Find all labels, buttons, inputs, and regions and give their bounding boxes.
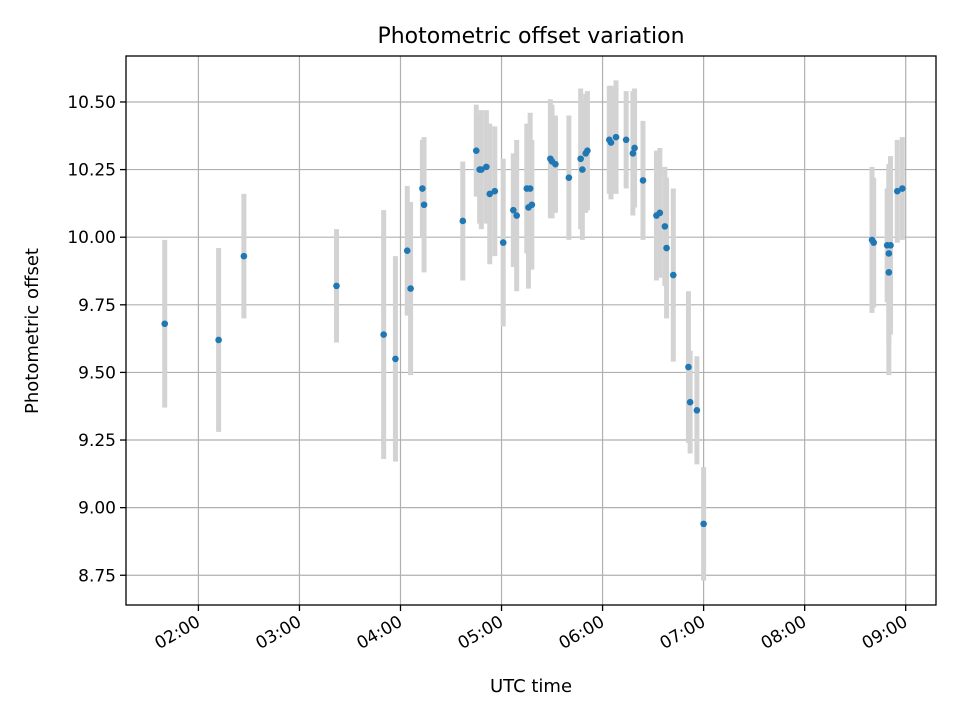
data-point [887, 242, 894, 249]
data-point [499, 239, 507, 246]
data-point [661, 223, 669, 230]
y-tick-label: 10.50 [67, 93, 116, 113]
x-tick-label: 03:00 [253, 612, 305, 654]
x-tick-label: 06:00 [556, 612, 608, 654]
data-point [622, 136, 630, 144]
data-point [584, 147, 591, 154]
data-point [483, 163, 490, 171]
data-point [161, 320, 169, 328]
data-point [513, 212, 520, 219]
data-point [693, 406, 701, 414]
data-point [215, 336, 222, 344]
data-point [700, 520, 707, 528]
data-point [612, 133, 620, 141]
data-point [577, 155, 584, 163]
y-axis-label: Photometric offset [22, 248, 43, 414]
data-point [656, 209, 664, 217]
x-tick-label: 04:00 [354, 612, 406, 654]
data-point [478, 166, 485, 173]
y-tick-label: 9.25 [78, 431, 116, 451]
x-tick-label: 09:00 [859, 612, 911, 654]
data-point [607, 139, 615, 146]
data-point [491, 187, 499, 195]
data-point [885, 269, 893, 276]
data-point [526, 185, 534, 192]
chart-title: Photometric offset variation [377, 24, 684, 49]
y-axis-ticks: 8.75 9.00 9.25 9.50 9.75 10.00 10.25 10.50 [67, 93, 126, 586]
y-tick-label: 9.50 [78, 363, 116, 383]
data-point [685, 363, 692, 371]
data-point [629, 150, 637, 157]
data-point [639, 177, 647, 184]
data-point [899, 185, 906, 192]
data-point [333, 282, 340, 290]
data-point [565, 174, 573, 181]
data-point [240, 252, 248, 260]
y-tick-label: 10.25 [67, 161, 116, 181]
y-tick-label: 9.75 [78, 296, 116, 316]
data-point [510, 206, 517, 214]
data-point [528, 201, 536, 209]
data-point [885, 250, 893, 257]
data-point [686, 398, 694, 406]
data-points [161, 133, 906, 528]
data-point [407, 285, 414, 292]
x-tick-label: 05:00 [455, 612, 507, 654]
data-point [669, 271, 677, 279]
data-point [870, 239, 877, 246]
data-point [893, 187, 901, 195]
data-point [459, 217, 467, 225]
data-point [472, 147, 480, 154]
y-tick-label: 10.00 [67, 228, 116, 248]
data-point [552, 160, 559, 168]
data-point [631, 144, 638, 152]
x-tick-label: 08:00 [758, 612, 810, 654]
data-point [579, 166, 586, 173]
data-point [380, 331, 387, 338]
y-tick-label: 8.75 [78, 566, 116, 586]
data-point [392, 355, 399, 363]
data-point [486, 190, 494, 198]
data-point [419, 185, 426, 192]
error-bars [162, 80, 905, 581]
data-point [403, 247, 411, 255]
x-tick-label: 02:00 [151, 612, 203, 654]
x-tick-label: 07:00 [657, 612, 709, 654]
y-tick-label: 9.00 [78, 499, 116, 519]
data-point [420, 201, 428, 209]
plot-frame [125, 55, 937, 606]
data-point [663, 244, 670, 252]
x-axis-ticks: 02:00 03:00 04:00 05:00 06:00 07:00 08:00 09:00 [151, 605, 911, 654]
x-axis-label: UTC time [490, 676, 572, 697]
